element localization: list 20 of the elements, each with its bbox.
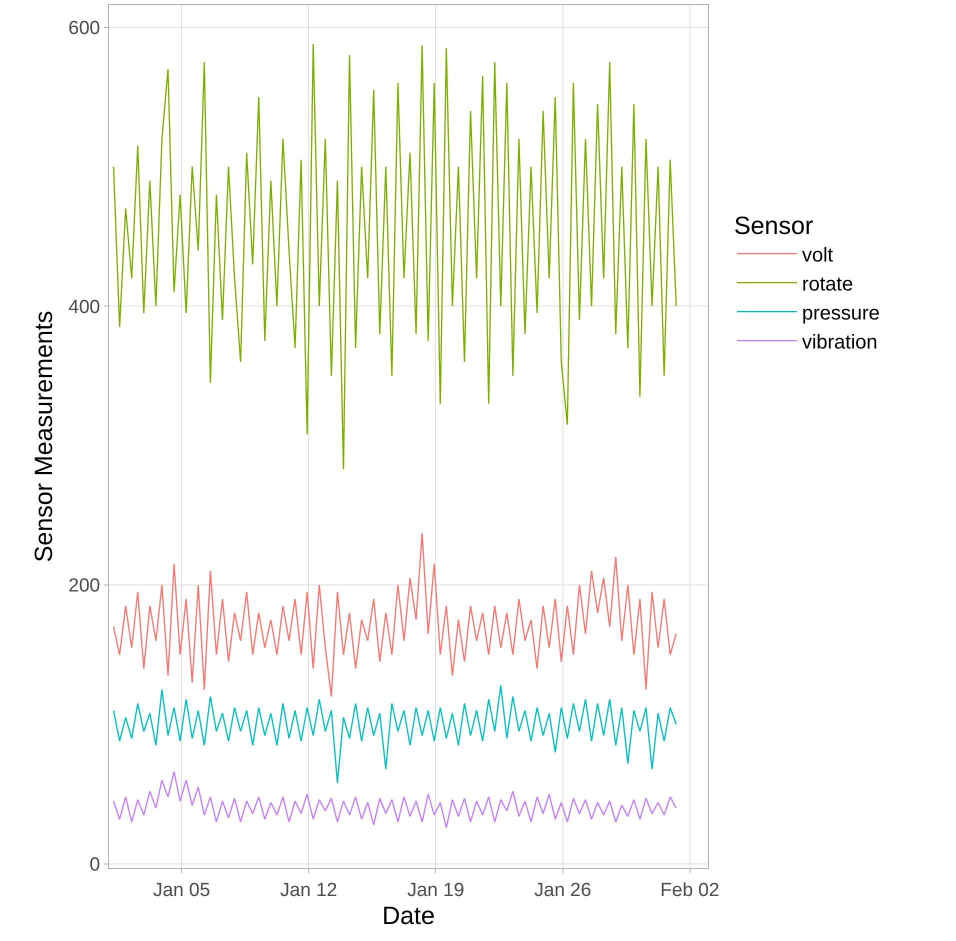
y-axis-title: Sensor Measurements bbox=[30, 310, 58, 562]
legend-label: rotate bbox=[802, 273, 854, 296]
line-series bbox=[112, 684, 677, 784]
x-tick-label: Jan 12 bbox=[280, 880, 338, 901]
y-tick-label: 0 bbox=[90, 854, 100, 876]
y-tick-label: 200 bbox=[68, 576, 100, 597]
line-series bbox=[112, 43, 677, 470]
x-tick-label: Jan 19 bbox=[407, 880, 464, 901]
line-series bbox=[112, 771, 677, 828]
y-tick-label: 600 bbox=[68, 18, 100, 39]
x-tick-label: Jan 26 bbox=[534, 880, 592, 901]
legend-title: Sensor bbox=[734, 212, 814, 240]
y-tick-label: 400 bbox=[68, 296, 100, 318]
x-tick-label: Feb 02 bbox=[660, 880, 720, 901]
legend-label: pressure bbox=[802, 302, 880, 324]
legend-label: vibration bbox=[802, 331, 878, 354]
line-series bbox=[112, 532, 677, 698]
x-tick-label: Jan 05 bbox=[153, 880, 210, 901]
legend-label: volt bbox=[802, 244, 834, 266]
x-axis-title: Date bbox=[382, 902, 435, 930]
